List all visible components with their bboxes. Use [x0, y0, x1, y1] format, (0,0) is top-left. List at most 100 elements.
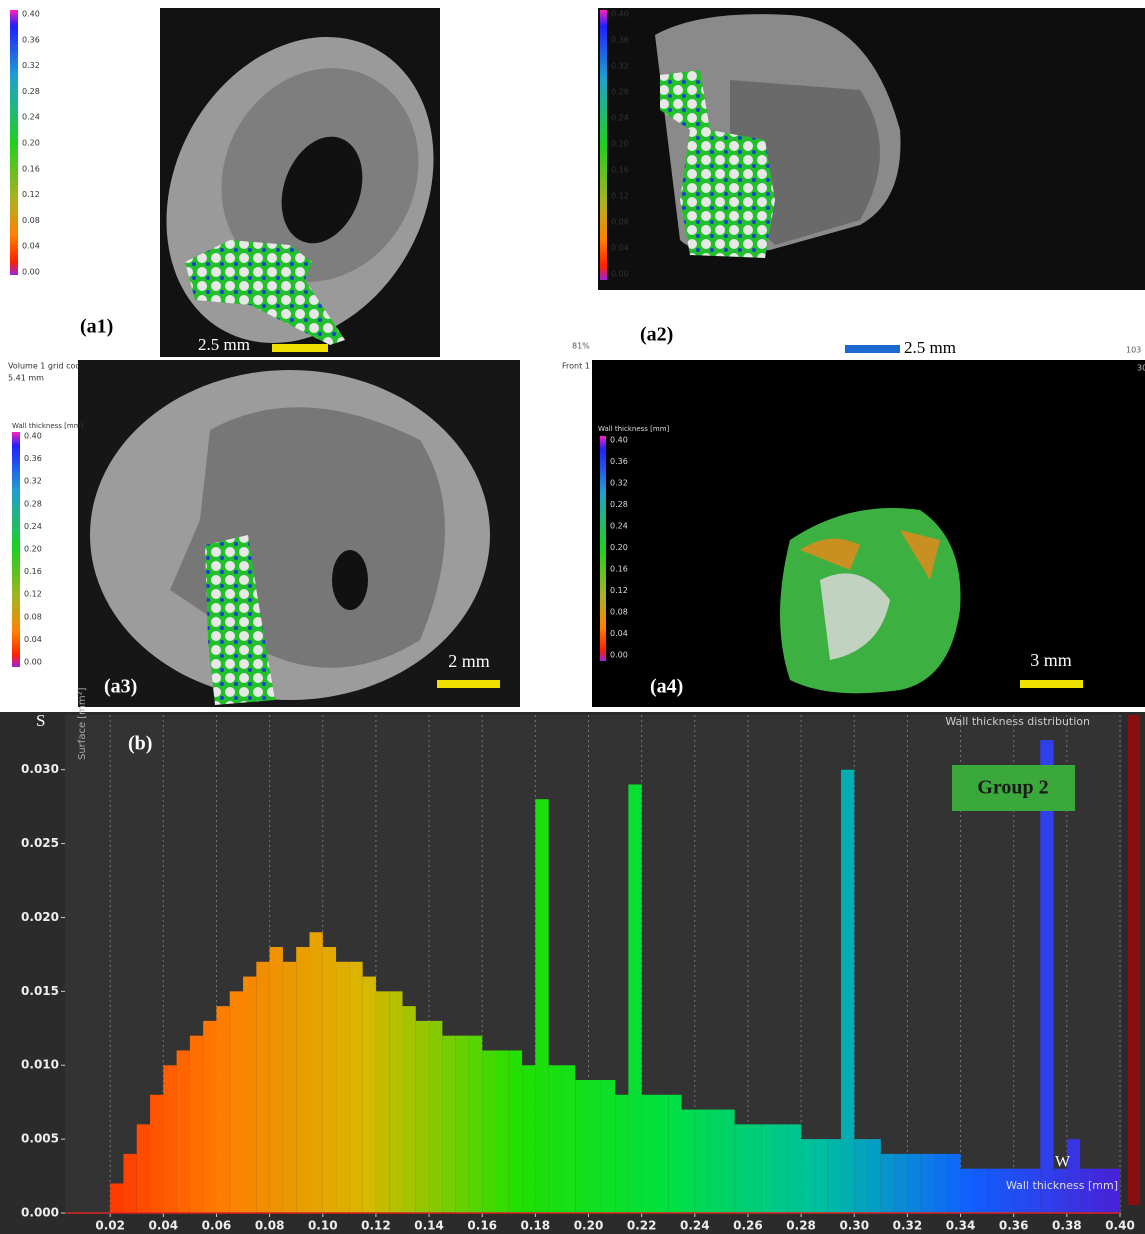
scale-bar-label: 3 mm [1030, 650, 1072, 670]
colorbar-label: 0.08 [611, 218, 629, 227]
y-tick-label: 0.030 [21, 762, 59, 776]
x-tick-label: 0.30 [839, 1219, 869, 1233]
scale-bar [845, 345, 900, 353]
colorbar-label: 0.20 [24, 545, 42, 554]
histogram-bar [828, 1139, 841, 1213]
x-tick-label: 0.02 [95, 1219, 125, 1233]
histogram-bar [589, 1080, 602, 1213]
histogram-bar [814, 1139, 827, 1213]
histogram-bar [137, 1124, 150, 1213]
histogram-bar [256, 962, 269, 1213]
histogram-bar [216, 1006, 229, 1213]
histogram-bar [974, 1169, 987, 1213]
histogram-bar [854, 1139, 867, 1213]
histogram-bar [349, 962, 362, 1213]
colorbar-label: 0.28 [22, 87, 40, 96]
x-tick-label: 0.38 [1052, 1219, 1082, 1233]
colorbar-label: 0.00 [611, 270, 629, 279]
panel-label: (a1) [80, 316, 113, 338]
view-name: Front 1 [562, 362, 590, 371]
histogram-bar [921, 1154, 934, 1213]
histogram-bar [801, 1139, 814, 1213]
histogram-bar [309, 932, 322, 1213]
histogram-bar [761, 1124, 774, 1213]
x-tick-label: 0.04 [149, 1219, 179, 1233]
histogram-bar [1040, 740, 1053, 1213]
colorbar-label: 0.24 [22, 113, 40, 122]
colorbar-title: Wall thickness [mm] [598, 425, 670, 433]
histogram-bar [535, 799, 548, 1213]
x-tick-label: 0.10 [308, 1219, 338, 1233]
histogram-bar [549, 1065, 562, 1213]
colorbar-label: 0.40 [22, 10, 40, 19]
colorbar-label: 0.04 [22, 242, 40, 251]
colorbar-label: 0.40 [611, 10, 629, 19]
histogram-bar [496, 1050, 509, 1213]
histogram-bar [775, 1124, 788, 1213]
y-tick-label: 0.020 [21, 910, 59, 924]
histogram-bar [602, 1080, 615, 1213]
panel-a3: Volume 1 grid coordinate system 5.41 mm … [8, 360, 520, 707]
scale-bar [272, 344, 328, 352]
colorbar-label: 0.16 [611, 166, 629, 175]
colorbar-label: 0.12 [22, 190, 40, 199]
zoom-info: 81% [572, 342, 590, 351]
corner-number: 30 [1137, 364, 1145, 373]
size: 5.41 mm [8, 374, 44, 383]
histogram-bar [615, 1095, 628, 1213]
histogram-bar [163, 1065, 176, 1213]
x-tick-label: 0.40 [1105, 1219, 1135, 1233]
panel-label: (a2) [640, 324, 673, 346]
histogram-bar [469, 1036, 482, 1213]
colorbar-label: 0.16 [610, 565, 628, 574]
chart-title: Wall thickness distribution [945, 715, 1090, 728]
histogram-bar [123, 1154, 136, 1213]
colorbar [600, 10, 607, 280]
panel-label: (b) [128, 733, 152, 755]
colorbar-label: 0.24 [610, 522, 628, 531]
histogram-bar [748, 1124, 761, 1213]
x-tick-label: 0.32 [893, 1219, 923, 1233]
histogram-bar [668, 1095, 681, 1213]
colorbar-label: 0.36 [610, 457, 628, 466]
x-tick-label: 0.06 [202, 1219, 232, 1233]
colorbar-label: 0.32 [24, 477, 42, 486]
x-tick-label: 0.14 [414, 1219, 444, 1233]
histogram-bar [735, 1124, 748, 1213]
histogram-bar [881, 1154, 894, 1213]
colorbar-label: 0.20 [611, 140, 629, 149]
x-tick-label: 0.18 [521, 1219, 551, 1233]
scale-bar [437, 680, 500, 688]
histogram-bar [416, 1021, 429, 1213]
panel-a1: (a1) 2.5 mm [10, 0, 485, 390]
histogram-bar [682, 1110, 695, 1213]
panel-label: (a4) [650, 676, 683, 698]
x-tick-label: 0.28 [786, 1219, 816, 1233]
x-tick-label: 0.08 [255, 1219, 285, 1233]
colorbar-label: 0.32 [22, 61, 40, 70]
colorbar-label: 0.24 [24, 522, 42, 531]
scale-bar-label: 2.5 mm [904, 338, 956, 357]
histogram-bar [1067, 1139, 1080, 1213]
colorbar-label: 0.28 [610, 500, 628, 509]
histogram-bar [389, 991, 402, 1213]
scale-bar [1020, 680, 1083, 688]
panel-label: (a3) [104, 676, 137, 698]
x-tick-label: 0.16 [467, 1219, 497, 1233]
colorbar-label: 0.12 [24, 590, 42, 599]
scroll-bar [1128, 715, 1140, 1205]
colorbar-label: 0.04 [610, 629, 628, 638]
colorbar [12, 432, 20, 667]
x-axis-label: Wall thickness [mm] [1006, 1179, 1118, 1192]
colorbar-label: 0.36 [611, 36, 629, 45]
x-tick-label: 0.26 [733, 1219, 763, 1233]
colorbar-label: 0.00 [22, 268, 40, 277]
histogram-bar [934, 1154, 947, 1213]
colorbar-label: 0.32 [611, 62, 629, 71]
histogram-bar [296, 947, 309, 1213]
histogram-bar [243, 977, 256, 1213]
histogram-bar [177, 1050, 190, 1213]
histogram-bar [323, 947, 336, 1213]
histogram-bar [336, 962, 349, 1213]
panel-a2: 81% 103 (a2) 2.5 mm [572, 8, 1145, 357]
